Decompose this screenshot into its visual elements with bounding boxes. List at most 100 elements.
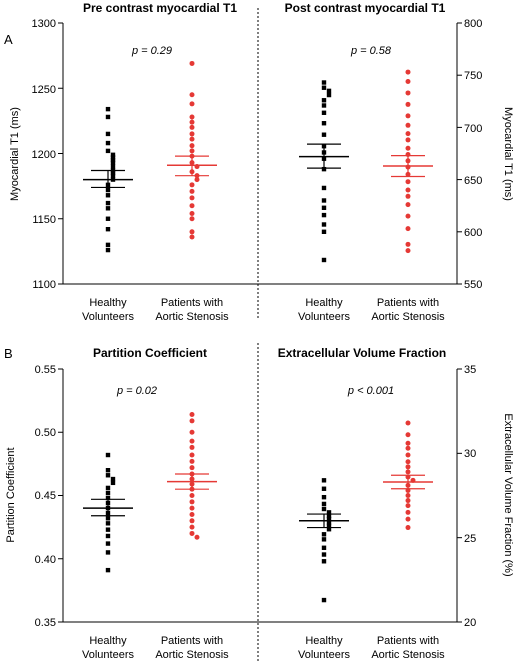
data-point-patient (405, 452, 411, 458)
data-point-healthy (105, 550, 111, 555)
data-point-healthy (110, 152, 116, 158)
group-label-line1: Patients with (377, 635, 439, 647)
tick-label: 800 (464, 18, 482, 30)
data-point-healthy (105, 473, 111, 478)
data-point-healthy (110, 480, 116, 486)
data-point-patient (405, 69, 411, 75)
data-point-healthy (321, 166, 327, 172)
data-point-healthy (321, 257, 327, 263)
data-point-patient (189, 524, 195, 530)
panel-a-left-data (83, 60, 217, 253)
tick-label: 0.50 (35, 427, 56, 439)
data-point-patient (189, 211, 195, 217)
data-point-patient (405, 440, 411, 446)
group-label-line1: Patients with (161, 635, 223, 647)
data-point-healthy (321, 478, 327, 483)
data-point-patient (405, 187, 411, 193)
data-point-patient (189, 465, 195, 471)
data-point-patient (189, 458, 195, 464)
data-point-healthy (105, 468, 111, 473)
data-point-healthy (321, 80, 327, 85)
tick-label: 35 (464, 364, 476, 376)
data-point-healthy (321, 532, 327, 537)
group-label-line2: Volunteers (298, 649, 350, 661)
data-point-patient (405, 503, 411, 509)
panel-a-left-title: Pre contrast myocardial T1 (83, 1, 237, 15)
data-point-healthy (321, 212, 327, 218)
panel-a-right-tick-marks (457, 22, 462, 285)
data-point-patient (405, 498, 411, 504)
panel-a: A 1100 1150 1200 1250 1300 550 600 650 7… (4, 1, 514, 323)
data-point-patient (405, 113, 411, 119)
tick-label: 1150 (32, 214, 56, 226)
data-point-healthy (105, 114, 111, 120)
data-point-patient (189, 429, 195, 435)
data-point-healthy (105, 242, 111, 248)
data-point-patient (405, 202, 411, 208)
data-point-patient (405, 493, 411, 498)
data-point-healthy (105, 567, 111, 573)
panel-a-left-tick-marks (58, 22, 63, 285)
panel-b-left-y-label: Partition Coefficient (5, 447, 17, 542)
panel-b-right-y-label: Extracellular Volume Fraction (%) (502, 413, 514, 576)
data-point-healthy (110, 173, 116, 178)
data-point-patient (405, 131, 411, 137)
data-point-healthy (110, 157, 116, 163)
data-point-healthy (110, 160, 116, 165)
data-point-healthy (110, 170, 116, 176)
data-point-patient (189, 114, 195, 120)
data-point-healthy (321, 98, 327, 103)
data-point-healthy (321, 494, 327, 500)
data-point-healthy (321, 501, 327, 507)
tick-label: 0.40 (35, 554, 56, 566)
panel-b-right-data (299, 420, 433, 603)
data-point-patient (189, 511, 195, 517)
data-point-healthy (326, 520, 332, 525)
group-label-line1: Healthy (89, 635, 127, 647)
data-point-patient (189, 505, 195, 511)
data-point-healthy (110, 476, 116, 482)
tick-label: 550 (464, 279, 482, 291)
data-point-healthy (321, 198, 327, 203)
data-point-healthy (321, 121, 327, 126)
data-point-healthy (105, 140, 111, 146)
data-point-healthy (105, 247, 111, 253)
data-point-patient (405, 464, 411, 470)
panel-b-left-title: Partition Coefficient (93, 346, 207, 360)
group-label-line1: Healthy (305, 297, 343, 309)
panel-a-left-y-label: Myocardial T1 (ms) (9, 107, 21, 201)
panel-a-right-title: Post contrast myocardial T1 (285, 1, 446, 15)
data-point-patient (189, 195, 195, 201)
data-point-patient (189, 530, 195, 536)
data-point-healthy (105, 187, 111, 193)
panel-a-right-tick-labels: 550 600 650 700 750 800 (464, 18, 482, 291)
panel-b-right-tick-marks (457, 368, 462, 623)
panel-a-right-pvalue: p = 0.58 (350, 45, 392, 57)
data-point-patient (405, 459, 411, 465)
data-point-patient (405, 122, 411, 128)
data-point-patient (189, 418, 195, 424)
data-point-patient (189, 499, 195, 505)
panel-b-right-title: Extracellular Volume Fraction (278, 346, 447, 360)
group-label-line2: Volunteers (82, 311, 134, 323)
group-label-line1: Patients with (161, 297, 223, 309)
data-point-healthy (326, 513, 332, 518)
tick-label: 0.55 (35, 364, 56, 376)
data-point-patient (405, 193, 411, 199)
data-point-healthy (110, 164, 116, 169)
tick-label: 600 (464, 227, 482, 239)
data-point-healthy (105, 106, 111, 112)
data-point-patient (405, 445, 411, 451)
data-point-healthy (326, 92, 332, 98)
data-point-healthy (105, 226, 111, 232)
data-point-healthy (105, 521, 111, 526)
data-point-patient (405, 78, 411, 84)
panel-a-left-pvalue: p = 0.29 (131, 45, 172, 57)
panel-label-b: B (4, 346, 13, 361)
panel-a-left-tick-labels: 1100 1150 1200 1250 1300 (32, 18, 56, 291)
data-point-patient (189, 131, 195, 137)
panel-b-left-pvalue: p = 0.02 (116, 385, 157, 397)
group-label-line2: Aortic Stenosis (371, 649, 445, 661)
tick-label: 1250 (32, 84, 56, 96)
